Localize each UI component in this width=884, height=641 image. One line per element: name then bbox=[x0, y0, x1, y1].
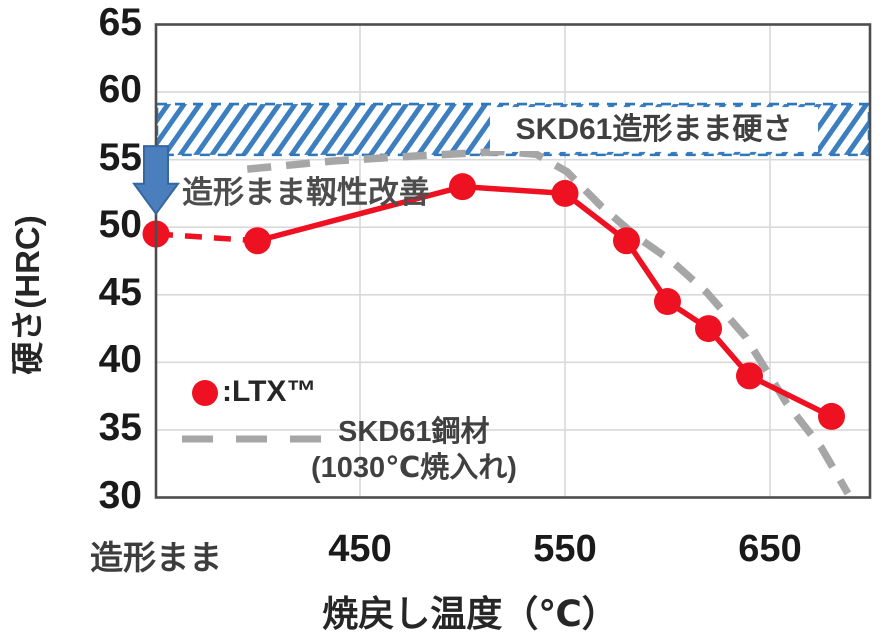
legend-ltx-label: :LTX™ bbox=[222, 375, 317, 408]
x-tick-label: 造形まま bbox=[90, 539, 222, 576]
y-tick-label: 45 bbox=[98, 271, 142, 315]
y-tick-label: 35 bbox=[98, 406, 142, 450]
y-tick-label: 65 bbox=[98, 0, 142, 44]
y-axis-title: 硬さ(HRC) bbox=[9, 215, 46, 375]
x-tick-label: 450 bbox=[328, 528, 392, 570]
y-tick-label: 55 bbox=[98, 135, 142, 179]
x-tick-label: 650 bbox=[738, 528, 802, 570]
legend-skd61-label-line1: SKD61鋼材 bbox=[338, 416, 490, 448]
annotation-toughness-improvement: 造形まま靱性改善 bbox=[182, 175, 430, 210]
y-tick-label: 60 bbox=[98, 68, 142, 112]
y-tick-label: 40 bbox=[98, 338, 142, 382]
y-tick-label: 50 bbox=[98, 203, 142, 247]
x-tick-label: 550 bbox=[533, 528, 597, 570]
y-tick-label: 30 bbox=[98, 473, 142, 517]
legend-skd61-label-line2: (1030℃焼入れ) bbox=[311, 452, 517, 484]
x-axis-title: 焼戻し温度（℃） bbox=[322, 593, 618, 634]
band-label: SKD61造形まま硬さ bbox=[490, 108, 818, 151]
